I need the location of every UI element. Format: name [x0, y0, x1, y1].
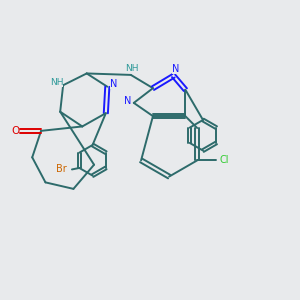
Text: N: N: [172, 64, 180, 74]
Text: N: N: [110, 79, 118, 89]
Text: Br: Br: [56, 164, 67, 174]
Text: NH: NH: [50, 78, 63, 87]
Text: Cl: Cl: [220, 155, 229, 165]
Text: NH: NH: [125, 64, 139, 73]
Text: O: O: [11, 126, 19, 136]
Text: N: N: [124, 96, 132, 106]
